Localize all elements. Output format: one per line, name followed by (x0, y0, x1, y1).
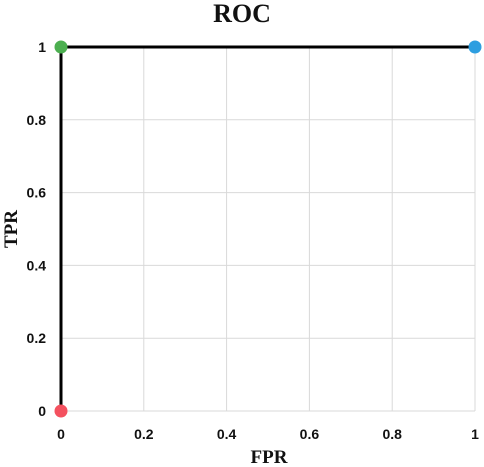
grid (60, 46, 476, 412)
chart-title: ROC (213, 0, 271, 28)
x-tick-labels: 0 0.2 0.4 0.6 0.8 1 (57, 426, 479, 442)
x-tick-label: 0 (57, 426, 65, 442)
y-tick-label: 1 (38, 39, 46, 55)
x-tick-label: 0.8 (382, 426, 402, 442)
y-axis-label: TPR (1, 210, 22, 248)
x-tick-label: 0.2 (134, 426, 154, 442)
roc-point-1 (54, 40, 68, 54)
y-tick-label: 0 (38, 403, 46, 419)
x-axis-label: FPR (251, 447, 288, 467)
roc-point-0 (54, 404, 68, 418)
y-tick-label: 0.2 (27, 330, 47, 346)
x-tick-label: 1 (471, 426, 479, 442)
roc-point-2 (468, 40, 482, 54)
roc-curve-layer (59, 45, 475, 411)
x-tick-label: 0.6 (300, 426, 320, 442)
x-tick-label: 0.4 (217, 426, 237, 442)
roc-curve-line (59, 45, 475, 411)
roc-points-layer (54, 40, 482, 418)
y-tick-label: 0.6 (27, 185, 47, 201)
y-tick-label: 0.8 (27, 112, 47, 128)
y-tick-label: 0.4 (27, 257, 47, 273)
y-tick-labels: 0 0.2 0.4 0.6 0.8 1 (27, 39, 47, 419)
